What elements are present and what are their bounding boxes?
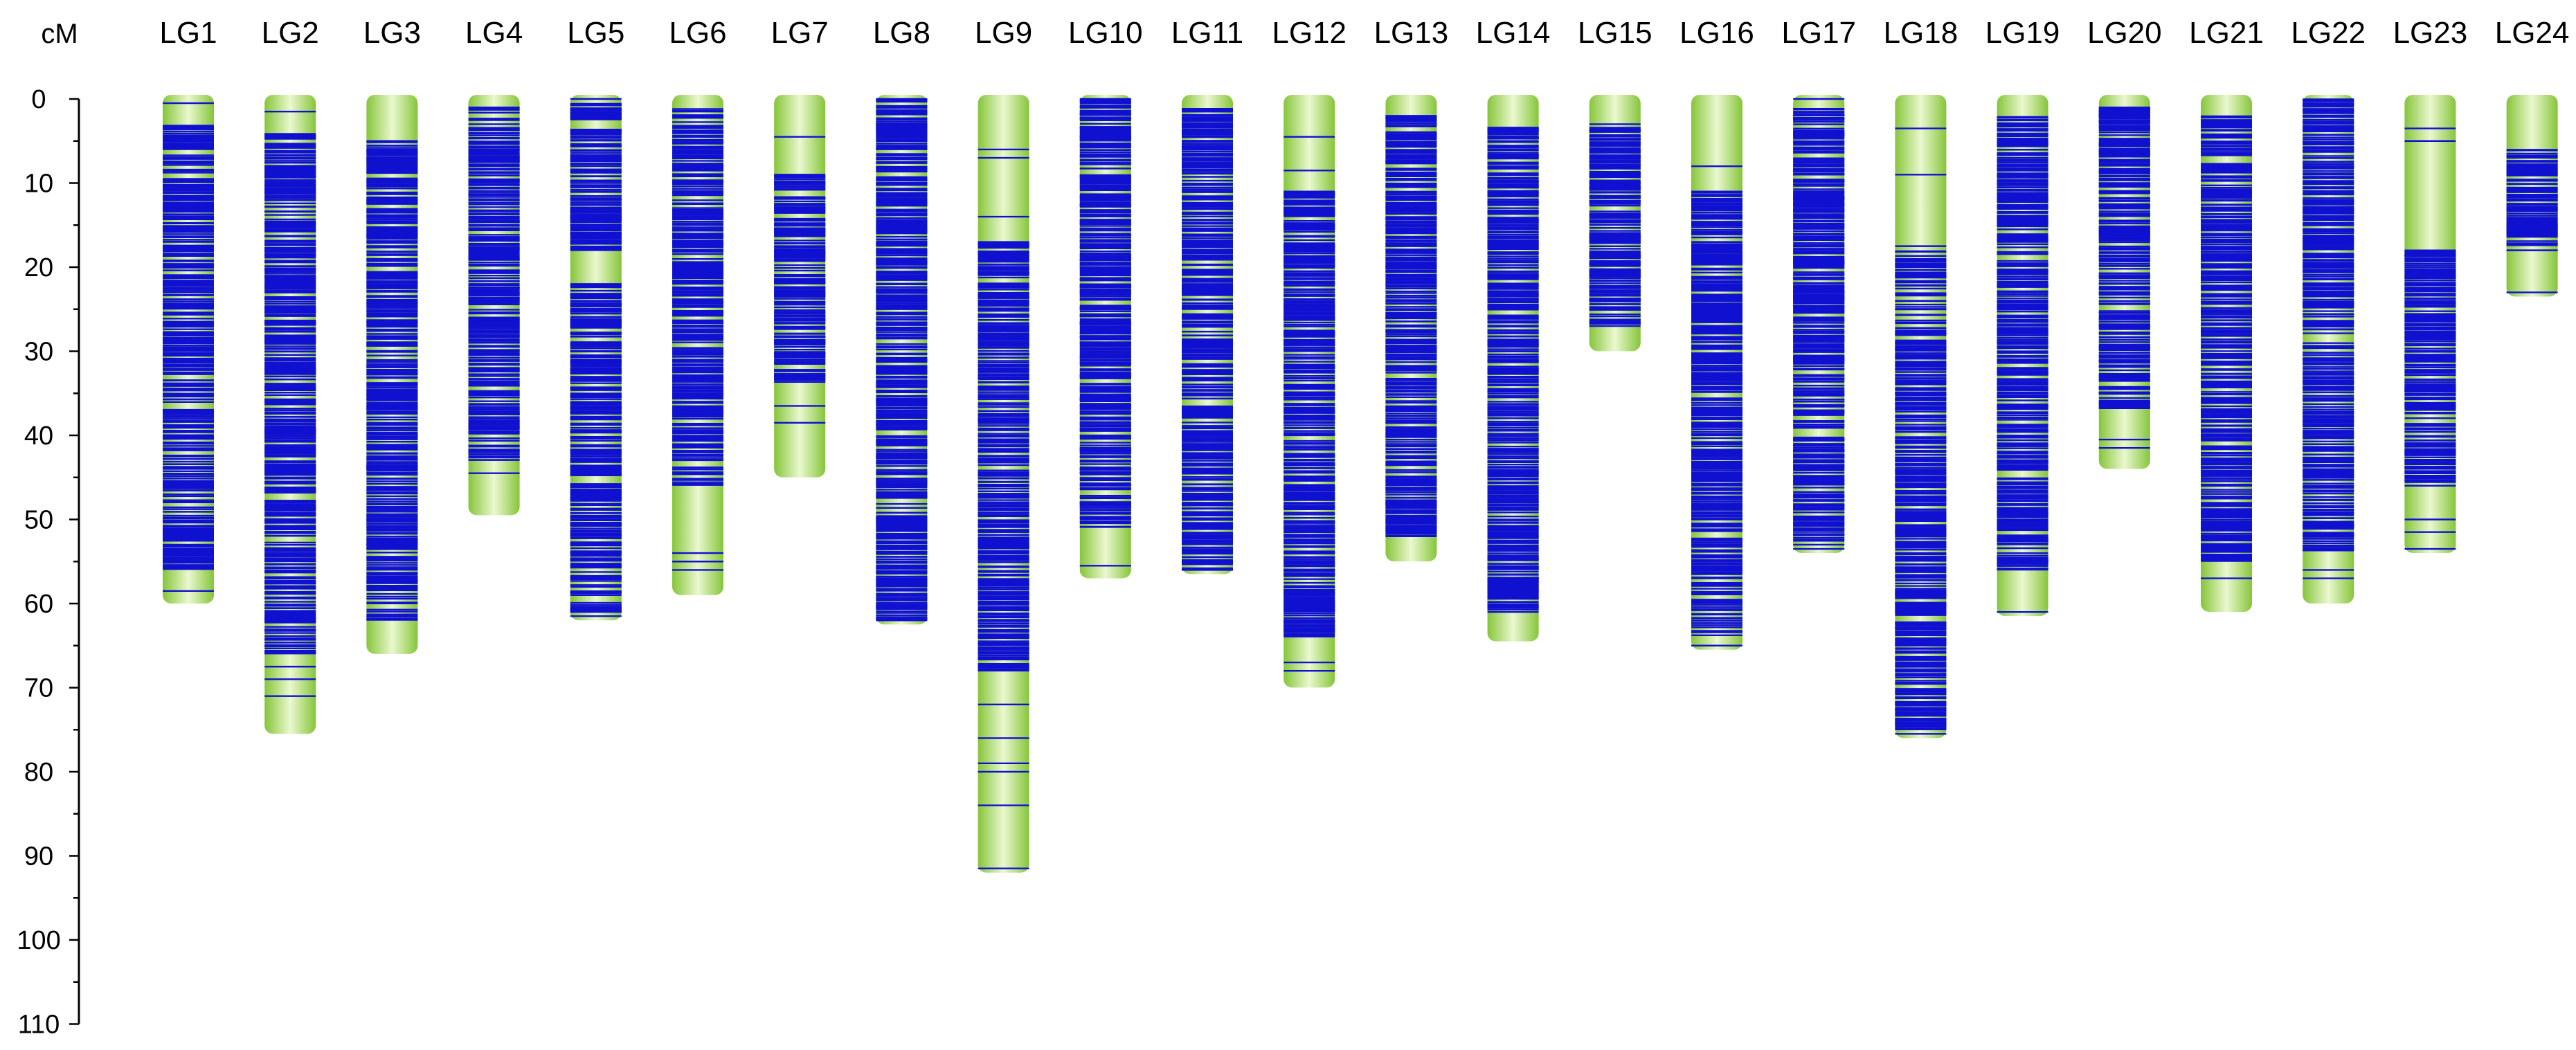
y-tick-label: 80 <box>24 758 53 787</box>
linkage-group-lg7: LG7 <box>771 16 829 478</box>
linkage-group-lg5: LG5 <box>567 16 624 621</box>
y-axis: cM 0 10 20 30 40 50 60 70 80 90 100 110 <box>17 19 80 1040</box>
linkage-group-lg11: LG11 <box>1171 16 1243 574</box>
linkage-group-label: LG6 <box>669 16 726 50</box>
y-tick-label: 90 <box>24 842 53 871</box>
linkage-group-lg9: LG9 <box>975 16 1032 873</box>
y-tick-label: 10 <box>24 170 53 199</box>
linkage-group-lg8: LG8 <box>873 16 930 625</box>
y-tick-label: 20 <box>24 253 53 282</box>
linkage-group-lg3: LG3 <box>363 16 421 654</box>
linkage-group-label: LG1 <box>159 16 217 50</box>
linkage-group-label: LG7 <box>771 16 829 50</box>
linkage-group-label: LG9 <box>975 16 1032 50</box>
linkage-group-lg4: LG4 <box>465 16 523 516</box>
linkage-group-lg10: LG10 <box>1068 16 1143 579</box>
y-tick-label: 60 <box>24 590 53 619</box>
linkage-group-lg2: LG2 <box>262 16 319 734</box>
y-tick-label: 40 <box>24 422 53 451</box>
chromosome-bar <box>978 95 1029 873</box>
linkage-group-label: LG5 <box>567 16 624 50</box>
y-tick-label: 100 <box>17 926 60 955</box>
linkage-group-label: LG3 <box>363 16 421 50</box>
y-axis-unit-label: cM <box>41 19 78 49</box>
linkage-group-label: LG11 <box>1171 16 1243 50</box>
linkage-group-label: LG2 <box>262 16 319 50</box>
linkage-group-lg6: LG6 <box>669 16 727 595</box>
y-tick-label: 110 <box>18 1011 60 1040</box>
y-tick-label: 0 <box>31 85 46 114</box>
y-tick-label: 30 <box>24 338 53 367</box>
linkage-group-lg1: LG1 <box>159 16 217 604</box>
linkage-group-label: LG4 <box>465 16 523 50</box>
linkage-group-label: LG12 <box>1272 16 1346 50</box>
linkage-group-label: LG10 <box>1068 16 1143 50</box>
chromosome-bar <box>774 95 826 478</box>
linkage-group-label: LG8 <box>873 16 930 50</box>
linkage-group-lg12: LG12 <box>1272 16 1346 688</box>
linkage-groups: LG1 LG2 LG3 LG4 LG5 LG6 LG7 LG8 LG9 LG10 LG11 LG12 L… <box>159 16 2569 873</box>
y-tick-label: 50 <box>24 506 53 535</box>
y-tick-label: 70 <box>24 674 53 703</box>
